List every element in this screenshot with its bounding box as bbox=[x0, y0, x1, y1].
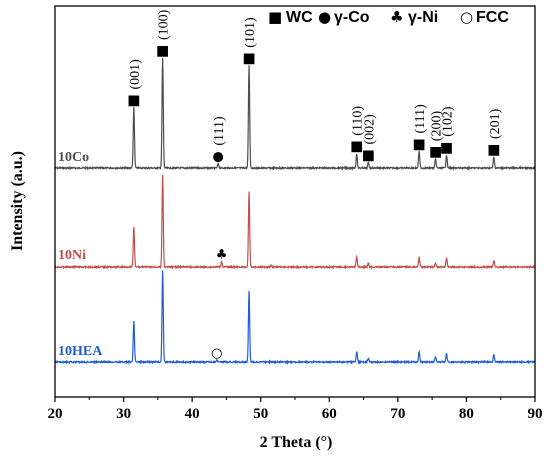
peak-annotation: ○ bbox=[211, 346, 222, 361]
x-tick-label: 50 bbox=[253, 406, 268, 422]
peak-marker: ■ bbox=[127, 93, 140, 109]
peak-marker: ■ bbox=[487, 142, 500, 158]
plot-area: 10Co 10Ni 10HEA bbox=[54, 57, 536, 365]
peak-label: (100) bbox=[157, 9, 172, 40]
x-tick-label: 20 bbox=[48, 406, 63, 422]
x-tick-label: 80 bbox=[459, 406, 474, 422]
x-tick-label: 90 bbox=[528, 406, 543, 422]
x-tick-label: 30 bbox=[116, 406, 131, 422]
legend: ■ WC ● γ-Co ♣ γ-Ni ○ FCC bbox=[268, 8, 509, 26]
series-line-10co bbox=[54, 57, 536, 171]
peak-annotations: ■(001)■(100)●(111)■(101)■(110)■(002) ■(11… bbox=[127, 9, 503, 361]
peak-annotation: ■ (201) bbox=[487, 108, 503, 158]
x-axis-title: 2 Theta (°) bbox=[260, 434, 333, 451]
series-label-10ni: 10Ni bbox=[58, 248, 86, 263]
peak-marker: ● bbox=[213, 150, 224, 165]
legend-entry: ○ FCC bbox=[460, 8, 509, 26]
legend-symbol: ■ bbox=[268, 8, 282, 26]
x-tick-label: 40 bbox=[185, 406, 200, 422]
peak-marker: ■ bbox=[440, 140, 453, 156]
y-axis-title: Intensity (a.u.) bbox=[9, 151, 26, 251]
axes: 20 30 40 50 60 70 80 90 bbox=[48, 5, 543, 422]
peak-label: (102) bbox=[441, 106, 456, 137]
peak-label: (101) bbox=[243, 17, 258, 48]
peak-annotation: ■ (101) bbox=[242, 17, 258, 67]
series-label-10co: 10Co bbox=[58, 150, 89, 165]
series-line-10hea bbox=[54, 270, 536, 365]
peak-marker: ■ bbox=[156, 43, 169, 59]
legend-entry: ● γ-Co bbox=[318, 8, 370, 26]
peak-marker: ■ bbox=[412, 137, 425, 153]
peak-marker: ■ bbox=[429, 144, 442, 160]
legend-label: WC bbox=[286, 9, 313, 26]
peak-annotation: ■ (001) bbox=[127, 59, 143, 109]
series-label-10hea: 10HEA bbox=[58, 344, 103, 359]
x-tick-label: 70 bbox=[390, 406, 405, 422]
peak-label: (111) bbox=[413, 104, 428, 134]
legend-symbol: ♣ bbox=[390, 8, 403, 26]
peak-marker: ○ bbox=[211, 346, 222, 361]
peak-label: (201) bbox=[488, 108, 503, 139]
peak-label: (111) bbox=[212, 116, 227, 146]
peak-marker: ♣ bbox=[216, 247, 228, 262]
peak-label: (001) bbox=[128, 59, 143, 90]
peak-annotation: ■ (002) bbox=[362, 114, 378, 164]
series-line-10ni bbox=[54, 174, 536, 270]
peak-label: (200) bbox=[430, 111, 445, 142]
legend-symbol: ● bbox=[318, 8, 331, 26]
peak-annotation: ■ (102) bbox=[440, 106, 456, 156]
legend-symbol: ○ bbox=[460, 8, 473, 26]
peak-marker: ■ bbox=[362, 148, 375, 164]
peak-marker: ■ bbox=[350, 139, 363, 155]
peak-label: (002) bbox=[362, 114, 377, 145]
legend-label: γ-Co bbox=[334, 9, 370, 26]
peak-annotation: ■ (100) bbox=[156, 9, 172, 59]
peak-annotation: ■ (111) bbox=[412, 104, 428, 153]
x-tick-label: 60 bbox=[322, 406, 337, 422]
peak-annotation: ■ (110) bbox=[350, 106, 366, 155]
legend-label: FCC bbox=[476, 9, 509, 26]
peak-marker: ■ bbox=[242, 51, 255, 67]
legend-label: γ-Ni bbox=[408, 9, 438, 26]
peak-annotation: ■ (200) bbox=[429, 111, 445, 161]
legend-entry: ■ WC bbox=[268, 8, 313, 26]
peak-annotation: ♣ bbox=[216, 247, 228, 262]
peak-label: (110) bbox=[351, 106, 366, 136]
legend-entry: ♣ γ-Ni bbox=[390, 8, 438, 26]
peak-annotation: ● (111) bbox=[212, 116, 227, 165]
